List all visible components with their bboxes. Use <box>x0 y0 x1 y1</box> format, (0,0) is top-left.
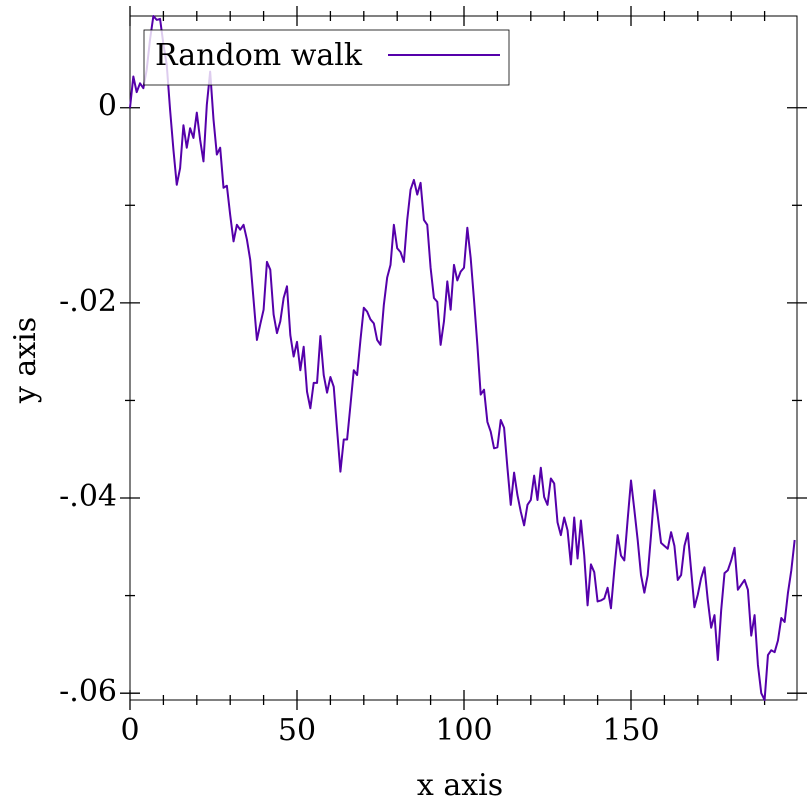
y-tick-label: -.04 <box>59 479 117 514</box>
x-axis-label: x axis <box>417 768 503 803</box>
x-tick-label: 0 <box>120 713 139 748</box>
legend-label: Random walk <box>155 38 363 73</box>
legend-box <box>143 29 510 86</box>
y-tick-label: 0 <box>98 89 117 124</box>
y-tick-label: -.02 <box>59 284 117 319</box>
x-tick-label: 100 <box>435 713 492 748</box>
y-axis-label: y axis <box>8 317 43 404</box>
y-tick-label: -.06 <box>59 674 117 709</box>
series-line <box>129 15 796 701</box>
x-tick-label: 50 <box>278 713 316 748</box>
x-tick-label: 150 <box>602 713 659 748</box>
